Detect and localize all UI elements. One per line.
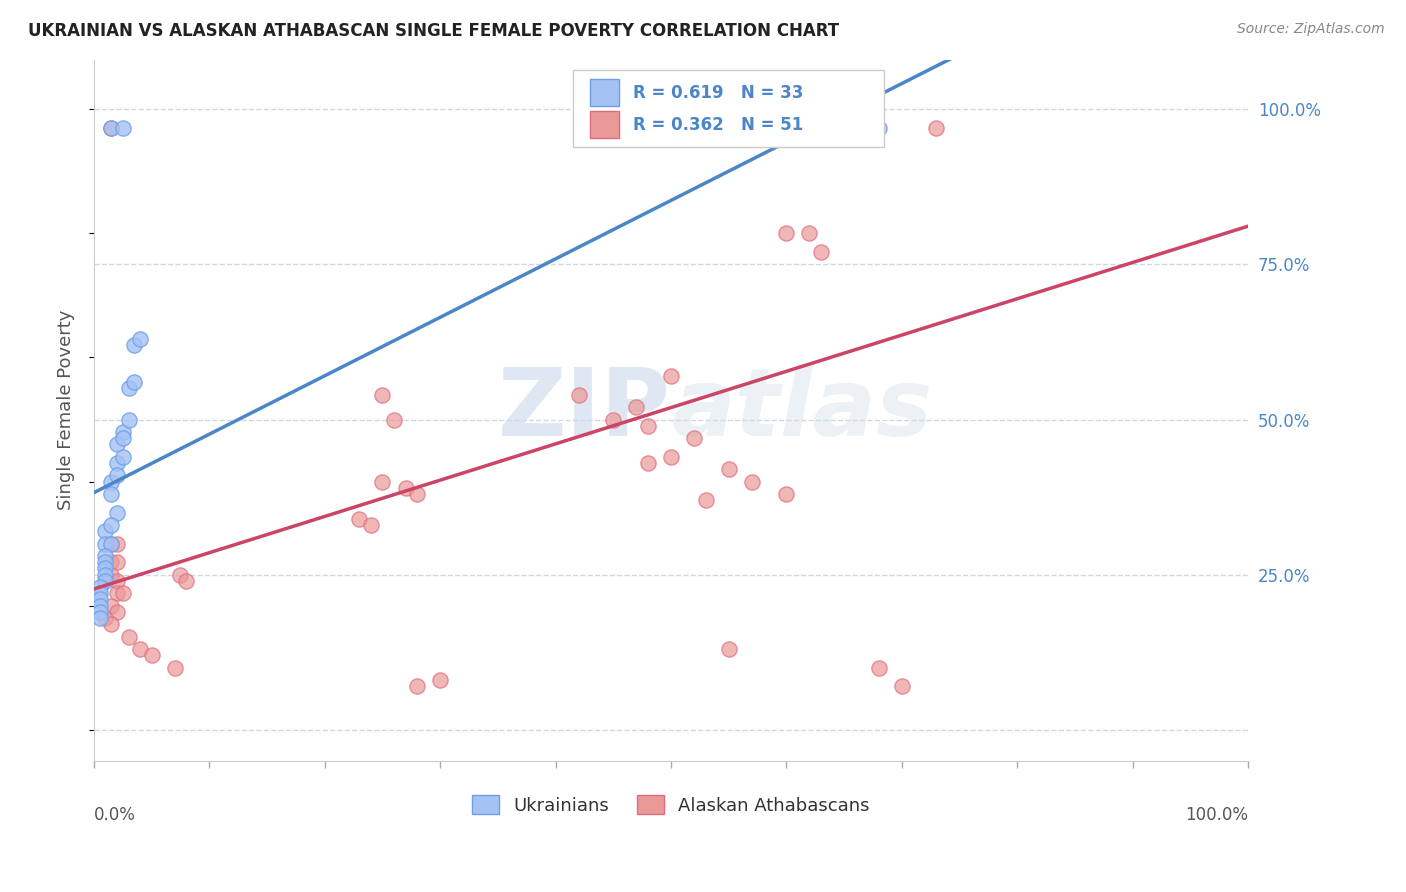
Point	[868, 661, 890, 675]
Point	[799, 227, 821, 241]
Point	[371, 387, 394, 401]
Point	[117, 630, 139, 644]
Point	[100, 487, 122, 501]
Point	[717, 462, 740, 476]
Point	[89, 586, 111, 600]
Point	[659, 369, 682, 384]
Point	[100, 120, 122, 135]
Point	[100, 599, 122, 613]
Point	[100, 536, 122, 550]
Point	[124, 338, 146, 352]
Point	[105, 468, 128, 483]
Point	[163, 661, 186, 675]
Text: 0.0%: 0.0%	[94, 806, 136, 824]
Point	[775, 487, 797, 501]
Point	[117, 382, 139, 396]
Point	[111, 425, 134, 439]
Point	[94, 561, 117, 575]
Text: ZIP: ZIP	[498, 364, 671, 456]
Point	[371, 475, 394, 489]
Text: R = 0.619   N = 33: R = 0.619 N = 33	[633, 84, 803, 102]
Point	[659, 450, 682, 464]
Point	[683, 431, 706, 445]
Point	[94, 555, 117, 569]
Point	[394, 481, 416, 495]
Point	[406, 487, 429, 501]
Point	[105, 506, 128, 520]
Point	[349, 512, 371, 526]
Point	[626, 400, 648, 414]
Point	[810, 120, 832, 135]
Point	[868, 120, 890, 135]
Point	[728, 120, 751, 135]
Point	[100, 120, 122, 135]
Point	[89, 580, 111, 594]
Point	[890, 679, 912, 693]
Point	[360, 518, 382, 533]
Point	[925, 120, 948, 135]
Point	[105, 605, 128, 619]
Text: UKRAINIAN VS ALASKAN ATHABASCAN SINGLE FEMALE POVERTY CORRELATION CHART: UKRAINIAN VS ALASKAN ATHABASCAN SINGLE F…	[28, 22, 839, 40]
Text: R = 0.362   N = 51: R = 0.362 N = 51	[633, 116, 803, 134]
Point	[89, 592, 111, 607]
Point	[105, 536, 128, 550]
Point	[111, 450, 134, 464]
Point	[568, 387, 591, 401]
Point	[89, 605, 111, 619]
Point	[169, 567, 191, 582]
Point	[94, 536, 117, 550]
Point	[89, 611, 111, 625]
Point	[406, 679, 429, 693]
Point	[100, 518, 122, 533]
FancyBboxPatch shape	[591, 112, 619, 138]
Point	[111, 431, 134, 445]
Point	[429, 673, 451, 688]
Text: Source: ZipAtlas.com: Source: ZipAtlas.com	[1237, 22, 1385, 37]
Text: atlas: atlas	[671, 364, 932, 456]
Point	[105, 456, 128, 470]
Point	[775, 120, 797, 135]
Point	[94, 567, 117, 582]
Point	[141, 648, 163, 663]
FancyBboxPatch shape	[591, 79, 619, 106]
Point	[637, 456, 659, 470]
Point	[89, 599, 111, 613]
Point	[637, 418, 659, 433]
Point	[105, 574, 128, 588]
Point	[174, 574, 197, 588]
Point	[100, 536, 122, 550]
Point	[124, 376, 146, 390]
Point	[382, 412, 405, 426]
Legend: Ukrainians, Alaskan Athabascans: Ukrainians, Alaskan Athabascans	[465, 789, 877, 822]
Point	[129, 642, 152, 657]
Point	[100, 475, 122, 489]
Point	[94, 524, 117, 539]
Point	[94, 549, 117, 563]
Point	[810, 244, 832, 259]
Point	[129, 332, 152, 346]
Point	[602, 412, 624, 426]
Point	[111, 586, 134, 600]
FancyBboxPatch shape	[572, 70, 884, 147]
Text: 100.0%: 100.0%	[1185, 806, 1249, 824]
Point	[94, 574, 117, 588]
Point	[100, 617, 122, 632]
Y-axis label: Single Female Poverty: Single Female Poverty	[58, 310, 75, 510]
Point	[105, 586, 128, 600]
Point	[111, 120, 134, 135]
Point	[717, 642, 740, 657]
Point	[105, 555, 128, 569]
Point	[105, 437, 128, 451]
Point	[695, 493, 717, 508]
Point	[752, 120, 775, 135]
Point	[799, 120, 821, 135]
Point	[100, 567, 122, 582]
Point	[100, 555, 122, 569]
Point	[741, 475, 763, 489]
Point	[94, 611, 117, 625]
Point	[775, 227, 797, 241]
Point	[117, 412, 139, 426]
